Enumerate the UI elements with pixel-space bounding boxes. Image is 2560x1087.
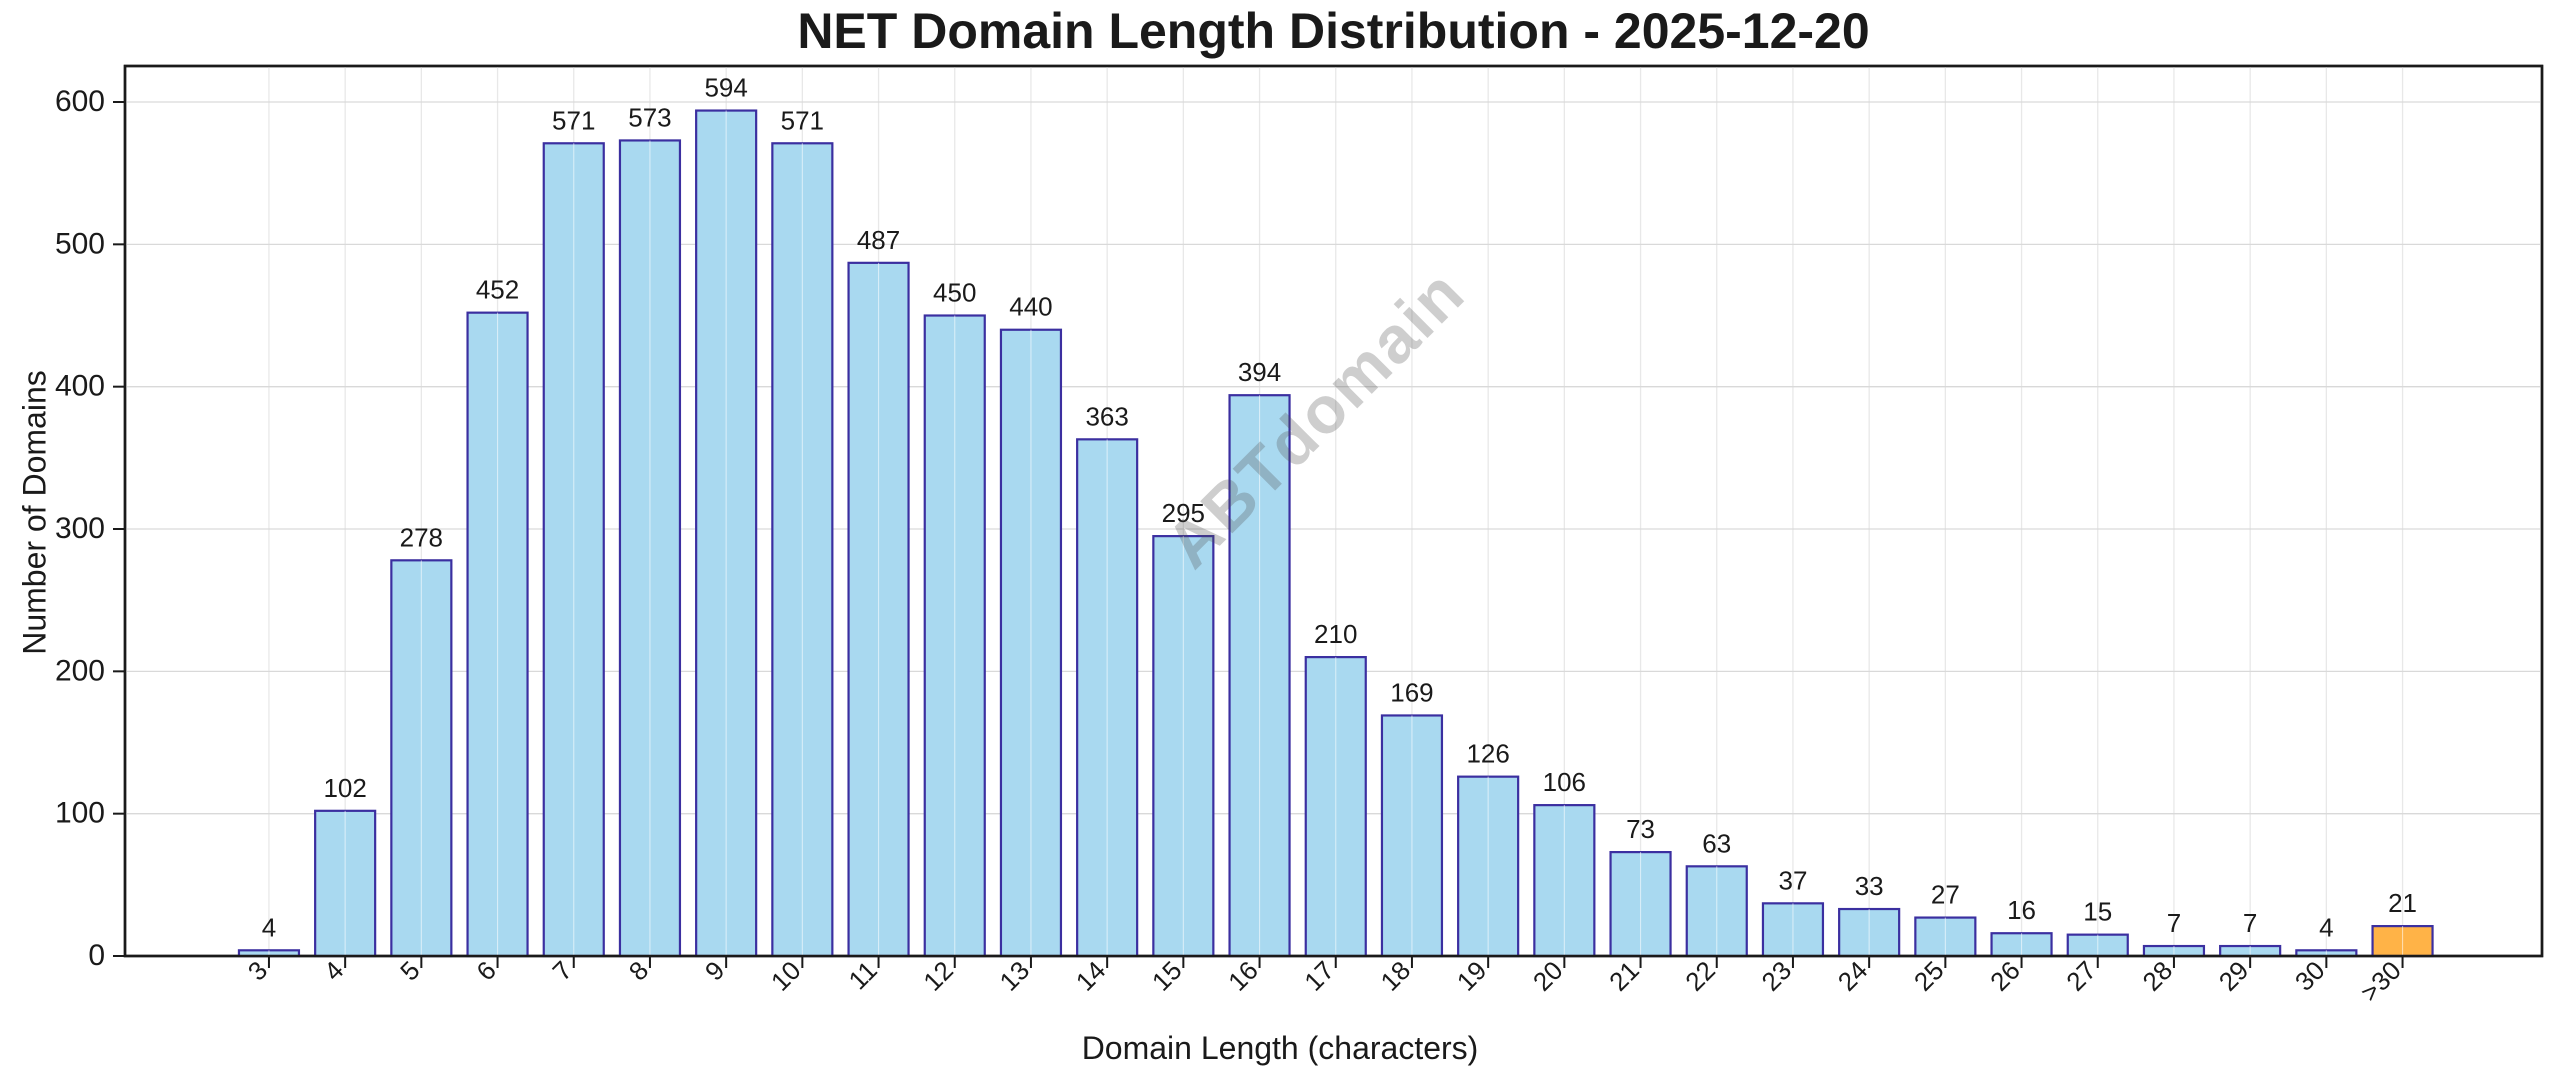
svg-text:28: 28 — [2137, 955, 2179, 997]
svg-text:363: 363 — [1085, 401, 1128, 431]
svg-text:571: 571 — [552, 105, 595, 135]
svg-text:10: 10 — [765, 955, 807, 997]
svg-text:200: 200 — [55, 654, 105, 687]
svg-text:73: 73 — [1626, 814, 1655, 844]
svg-text:210: 210 — [1314, 619, 1357, 649]
svg-text:27: 27 — [1931, 880, 1960, 910]
svg-text:278: 278 — [400, 522, 443, 552]
svg-text:0: 0 — [88, 939, 105, 972]
svg-text:21: 21 — [2388, 888, 2417, 918]
svg-text:20: 20 — [1527, 955, 1569, 997]
svg-text:21: 21 — [1603, 955, 1645, 997]
svg-text:37: 37 — [1778, 865, 1807, 895]
svg-text:440: 440 — [1009, 292, 1052, 322]
svg-text:169: 169 — [1390, 677, 1433, 707]
svg-text:7: 7 — [2167, 908, 2181, 938]
svg-text:4: 4 — [262, 912, 276, 942]
svg-text:16: 16 — [1222, 955, 1264, 997]
svg-text:63: 63 — [1702, 828, 1731, 858]
svg-text:18: 18 — [1375, 955, 1417, 997]
svg-text:17: 17 — [1298, 955, 1340, 997]
svg-text:15: 15 — [2083, 897, 2112, 927]
svg-text:452: 452 — [476, 275, 519, 305]
svg-text:487: 487 — [857, 225, 900, 255]
svg-text:29: 29 — [2213, 955, 2255, 997]
svg-text:22: 22 — [1679, 955, 1721, 997]
svg-text:24: 24 — [1832, 955, 1874, 997]
svg-text:11: 11 — [842, 955, 882, 995]
svg-text:300: 300 — [55, 512, 105, 545]
svg-text:500: 500 — [55, 227, 105, 260]
svg-text:7: 7 — [2243, 908, 2257, 938]
svg-text:23: 23 — [1756, 955, 1798, 997]
svg-text:600: 600 — [55, 85, 105, 118]
svg-text:26: 26 — [1984, 955, 2026, 997]
svg-text:16: 16 — [2007, 895, 2036, 925]
svg-text:594: 594 — [704, 73, 747, 103]
svg-text:30: 30 — [2289, 955, 2331, 997]
svg-text:106: 106 — [1543, 767, 1586, 797]
svg-text:394: 394 — [1238, 357, 1281, 387]
svg-text:126: 126 — [1466, 739, 1509, 769]
svg-text:27: 27 — [2060, 955, 2102, 997]
svg-text:15: 15 — [1146, 955, 1188, 997]
svg-text:100: 100 — [55, 797, 105, 830]
svg-text:>30: >30 — [2354, 955, 2406, 1007]
svg-text:19: 19 — [1451, 955, 1493, 997]
svg-text:25: 25 — [1908, 955, 1950, 997]
svg-text:33: 33 — [1855, 871, 1884, 901]
svg-text:573: 573 — [628, 102, 671, 132]
svg-text:14: 14 — [1070, 955, 1112, 997]
svg-text:571: 571 — [781, 105, 824, 135]
svg-text:4: 4 — [2319, 912, 2333, 942]
svg-text:450: 450 — [933, 278, 976, 308]
svg-text:12: 12 — [917, 955, 959, 997]
svg-text:102: 102 — [323, 773, 366, 803]
svg-text:400: 400 — [55, 370, 105, 403]
svg-text:13: 13 — [994, 955, 1036, 997]
